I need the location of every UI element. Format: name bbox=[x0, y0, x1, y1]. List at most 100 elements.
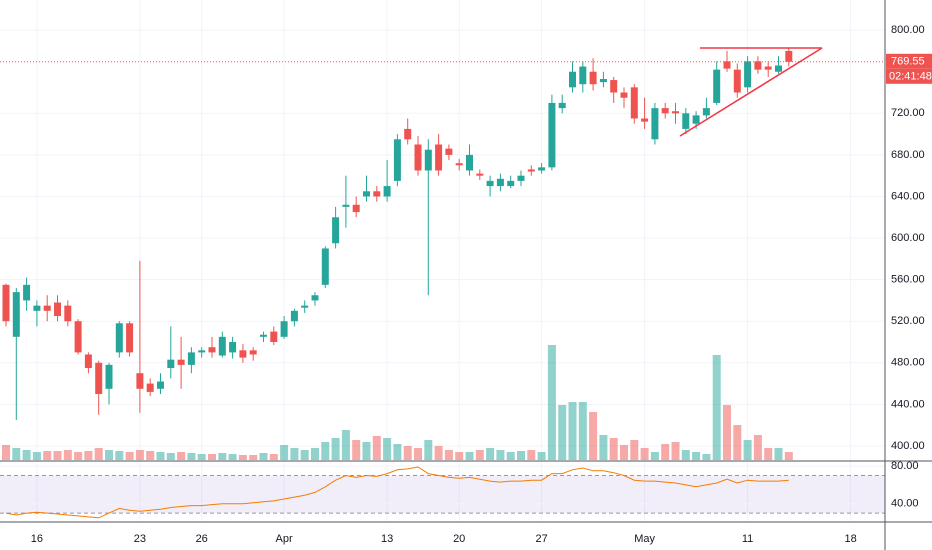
candle-body bbox=[239, 350, 247, 358]
volume-bar bbox=[125, 452, 134, 460]
y-tick-label: 640.00 bbox=[891, 190, 925, 202]
candle-body bbox=[311, 295, 319, 301]
volume-bar bbox=[620, 445, 628, 460]
candle-body bbox=[713, 69, 721, 103]
candle-body bbox=[332, 217, 340, 244]
y-tick-label: 520.00 bbox=[891, 315, 925, 327]
candle-body bbox=[445, 148, 453, 155]
candle-body bbox=[672, 111, 679, 114]
volume-bar bbox=[527, 450, 536, 460]
volume-bar bbox=[84, 451, 93, 460]
volume-bar bbox=[146, 451, 155, 460]
candle-body bbox=[157, 381, 164, 389]
volume-bar bbox=[218, 453, 227, 460]
volume-bar bbox=[115, 451, 124, 460]
candle-body bbox=[599, 79, 607, 83]
candle-body bbox=[229, 342, 237, 353]
x-tick-label: 11 bbox=[742, 533, 753, 545]
volume-bar bbox=[434, 446, 443, 460]
y-tick-label: 440.00 bbox=[891, 398, 925, 410]
volume-bar bbox=[733, 425, 742, 460]
y-tick-label: 400.00 bbox=[891, 440, 925, 452]
volume-bar bbox=[547, 345, 556, 460]
volume-bar bbox=[331, 438, 340, 460]
candle-body bbox=[476, 173, 484, 176]
candle-body bbox=[260, 334, 267, 337]
volume-bar bbox=[12, 448, 21, 460]
candle-body bbox=[733, 69, 741, 93]
volume-bar bbox=[74, 452, 83, 460]
volume-bar bbox=[156, 452, 165, 460]
candle-body bbox=[167, 359, 175, 368]
candle-body bbox=[404, 128, 412, 140]
volume-bar bbox=[393, 444, 402, 460]
volume-bar bbox=[568, 402, 577, 460]
candle-body bbox=[187, 352, 195, 365]
x-tick-label: 27 bbox=[535, 533, 547, 545]
volume-bar bbox=[784, 452, 793, 460]
volume-bar bbox=[187, 453, 196, 460]
candle-body bbox=[74, 321, 82, 353]
volume-bar bbox=[105, 450, 113, 460]
candle-body bbox=[208, 347, 216, 353]
volume-bar bbox=[362, 442, 371, 460]
volume-bar bbox=[506, 452, 515, 460]
grid bbox=[0, 0, 885, 521]
candle-body bbox=[507, 180, 515, 187]
volume-bar bbox=[774, 448, 783, 460]
volume-bar bbox=[290, 448, 299, 460]
volume-bar bbox=[589, 412, 598, 460]
x-tick-label: May bbox=[634, 533, 655, 545]
countdown-label: 02:41:48 bbox=[889, 71, 932, 83]
volume-bar bbox=[764, 448, 773, 460]
y-tick-label: 800.00 bbox=[891, 24, 925, 36]
y-tick-label: 480.00 bbox=[891, 357, 925, 369]
axes: 400.00 440.00 480.00 520.00 560.00 600.00 640.… bbox=[31, 24, 932, 545]
volume-bar bbox=[640, 448, 649, 460]
candle-body bbox=[527, 169, 535, 172]
volume-bar bbox=[22, 450, 31, 460]
candle-body bbox=[321, 248, 329, 285]
volume-bar bbox=[228, 454, 237, 460]
candle-body bbox=[115, 323, 123, 353]
plot bbox=[0, 47, 885, 519]
candle-body bbox=[455, 163, 463, 166]
candle-body bbox=[486, 180, 494, 187]
volume-bar bbox=[599, 435, 608, 460]
candle-body bbox=[424, 149, 432, 171]
candle-body bbox=[641, 118, 649, 122]
volume-bar bbox=[692, 452, 701, 460]
volume-bar bbox=[32, 452, 41, 460]
volume-bar bbox=[259, 453, 268, 460]
volume-bar bbox=[403, 446, 412, 460]
candle-body bbox=[280, 321, 288, 337]
volume-bar bbox=[486, 448, 495, 460]
candle-body bbox=[496, 178, 504, 187]
candle-body bbox=[64, 305, 72, 322]
candle-body bbox=[136, 373, 144, 389]
candle-body bbox=[723, 61, 731, 69]
candle-body bbox=[435, 144, 443, 171]
volume-bar bbox=[578, 402, 587, 460]
x-tick-label: 18 bbox=[844, 533, 856, 545]
volume-bar bbox=[517, 451, 525, 460]
candle-body bbox=[538, 167, 546, 171]
candle-body bbox=[95, 362, 103, 394]
rsi-band bbox=[0, 475, 885, 514]
volume-bar bbox=[743, 440, 752, 460]
volume-bar bbox=[650, 452, 659, 460]
volume-bar bbox=[94, 448, 103, 460]
volume-bar bbox=[661, 444, 670, 460]
candle-body bbox=[23, 284, 31, 301]
candle-body bbox=[764, 66, 772, 70]
candle-body bbox=[785, 50, 793, 62]
candle-body bbox=[373, 191, 381, 197]
candle-body bbox=[466, 154, 473, 171]
candle-body bbox=[393, 139, 401, 181]
volume-bar bbox=[197, 454, 206, 460]
volume-bar bbox=[702, 454, 711, 460]
volume-bar bbox=[753, 435, 762, 460]
volume-bar bbox=[558, 405, 567, 460]
volume-bar bbox=[723, 405, 731, 460]
